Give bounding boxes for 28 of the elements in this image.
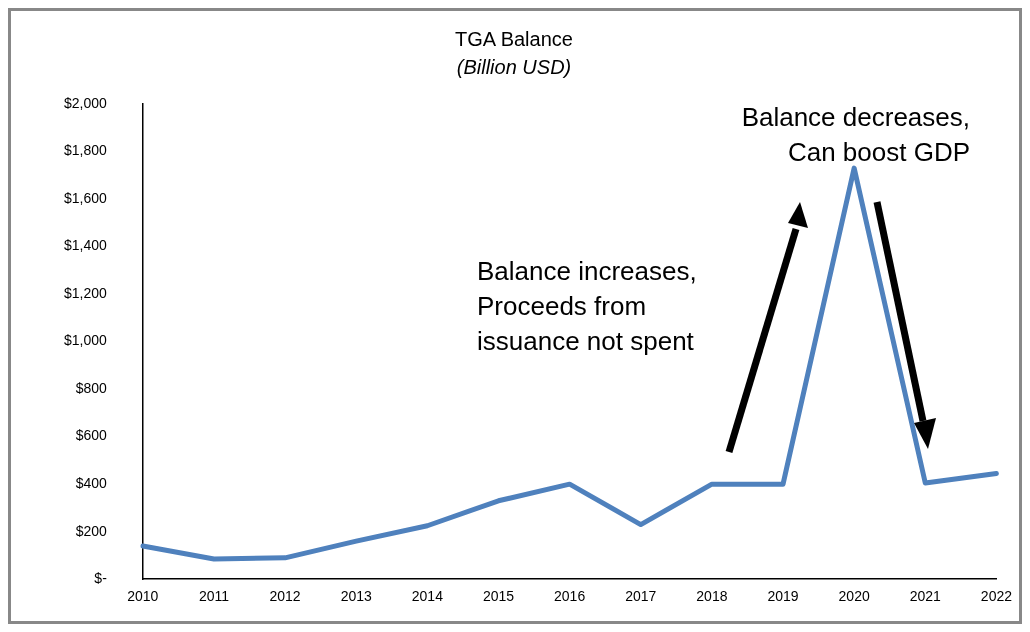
y-tick-label: $600 bbox=[75, 427, 108, 444]
x-tick-label: 2017 bbox=[625, 588, 657, 605]
x-tick-label: 2012 bbox=[269, 588, 301, 605]
y-tick-label: $1,600 bbox=[63, 189, 108, 206]
y-tick-label: $800 bbox=[75, 379, 108, 396]
x-tick-label: 2020 bbox=[838, 588, 870, 605]
y-tick-label: $1,400 bbox=[63, 237, 108, 254]
y-tick-label: $400 bbox=[75, 475, 108, 492]
x-tick-label: 2013 bbox=[340, 588, 372, 605]
x-tick-label: 2014 bbox=[411, 588, 444, 605]
y-tick-label: $1,800 bbox=[63, 142, 108, 159]
x-tick-label: 2011 bbox=[198, 588, 230, 605]
x-tick-label: 2010 bbox=[127, 588, 159, 605]
chart-title: TGA Balance bbox=[455, 27, 573, 50]
x-tick-label: 2018 bbox=[696, 588, 728, 605]
x-tick-label: 2016 bbox=[554, 588, 586, 605]
x-tick-label: 2019 bbox=[767, 588, 799, 605]
x-tick-label: 2022 bbox=[980, 588, 1013, 605]
chart-subtitle: (Billion USD) bbox=[456, 55, 572, 78]
annotation: Balance increases, Proceeds from issuance not spent bbox=[477, 256, 697, 356]
y-tick-label: $1,000 bbox=[63, 332, 108, 349]
x-tick-label: 2021 bbox=[909, 588, 942, 605]
x-tick-label: 2015 bbox=[482, 588, 515, 605]
y-tick-label: $- bbox=[94, 570, 108, 587]
y-tick-label: $1,200 bbox=[63, 284, 108, 301]
annotation: Balance decreases, Can boost GDP bbox=[741, 102, 970, 167]
y-tick-label: $2,000 bbox=[63, 94, 108, 111]
y-tick-label: $200 bbox=[75, 522, 108, 539]
